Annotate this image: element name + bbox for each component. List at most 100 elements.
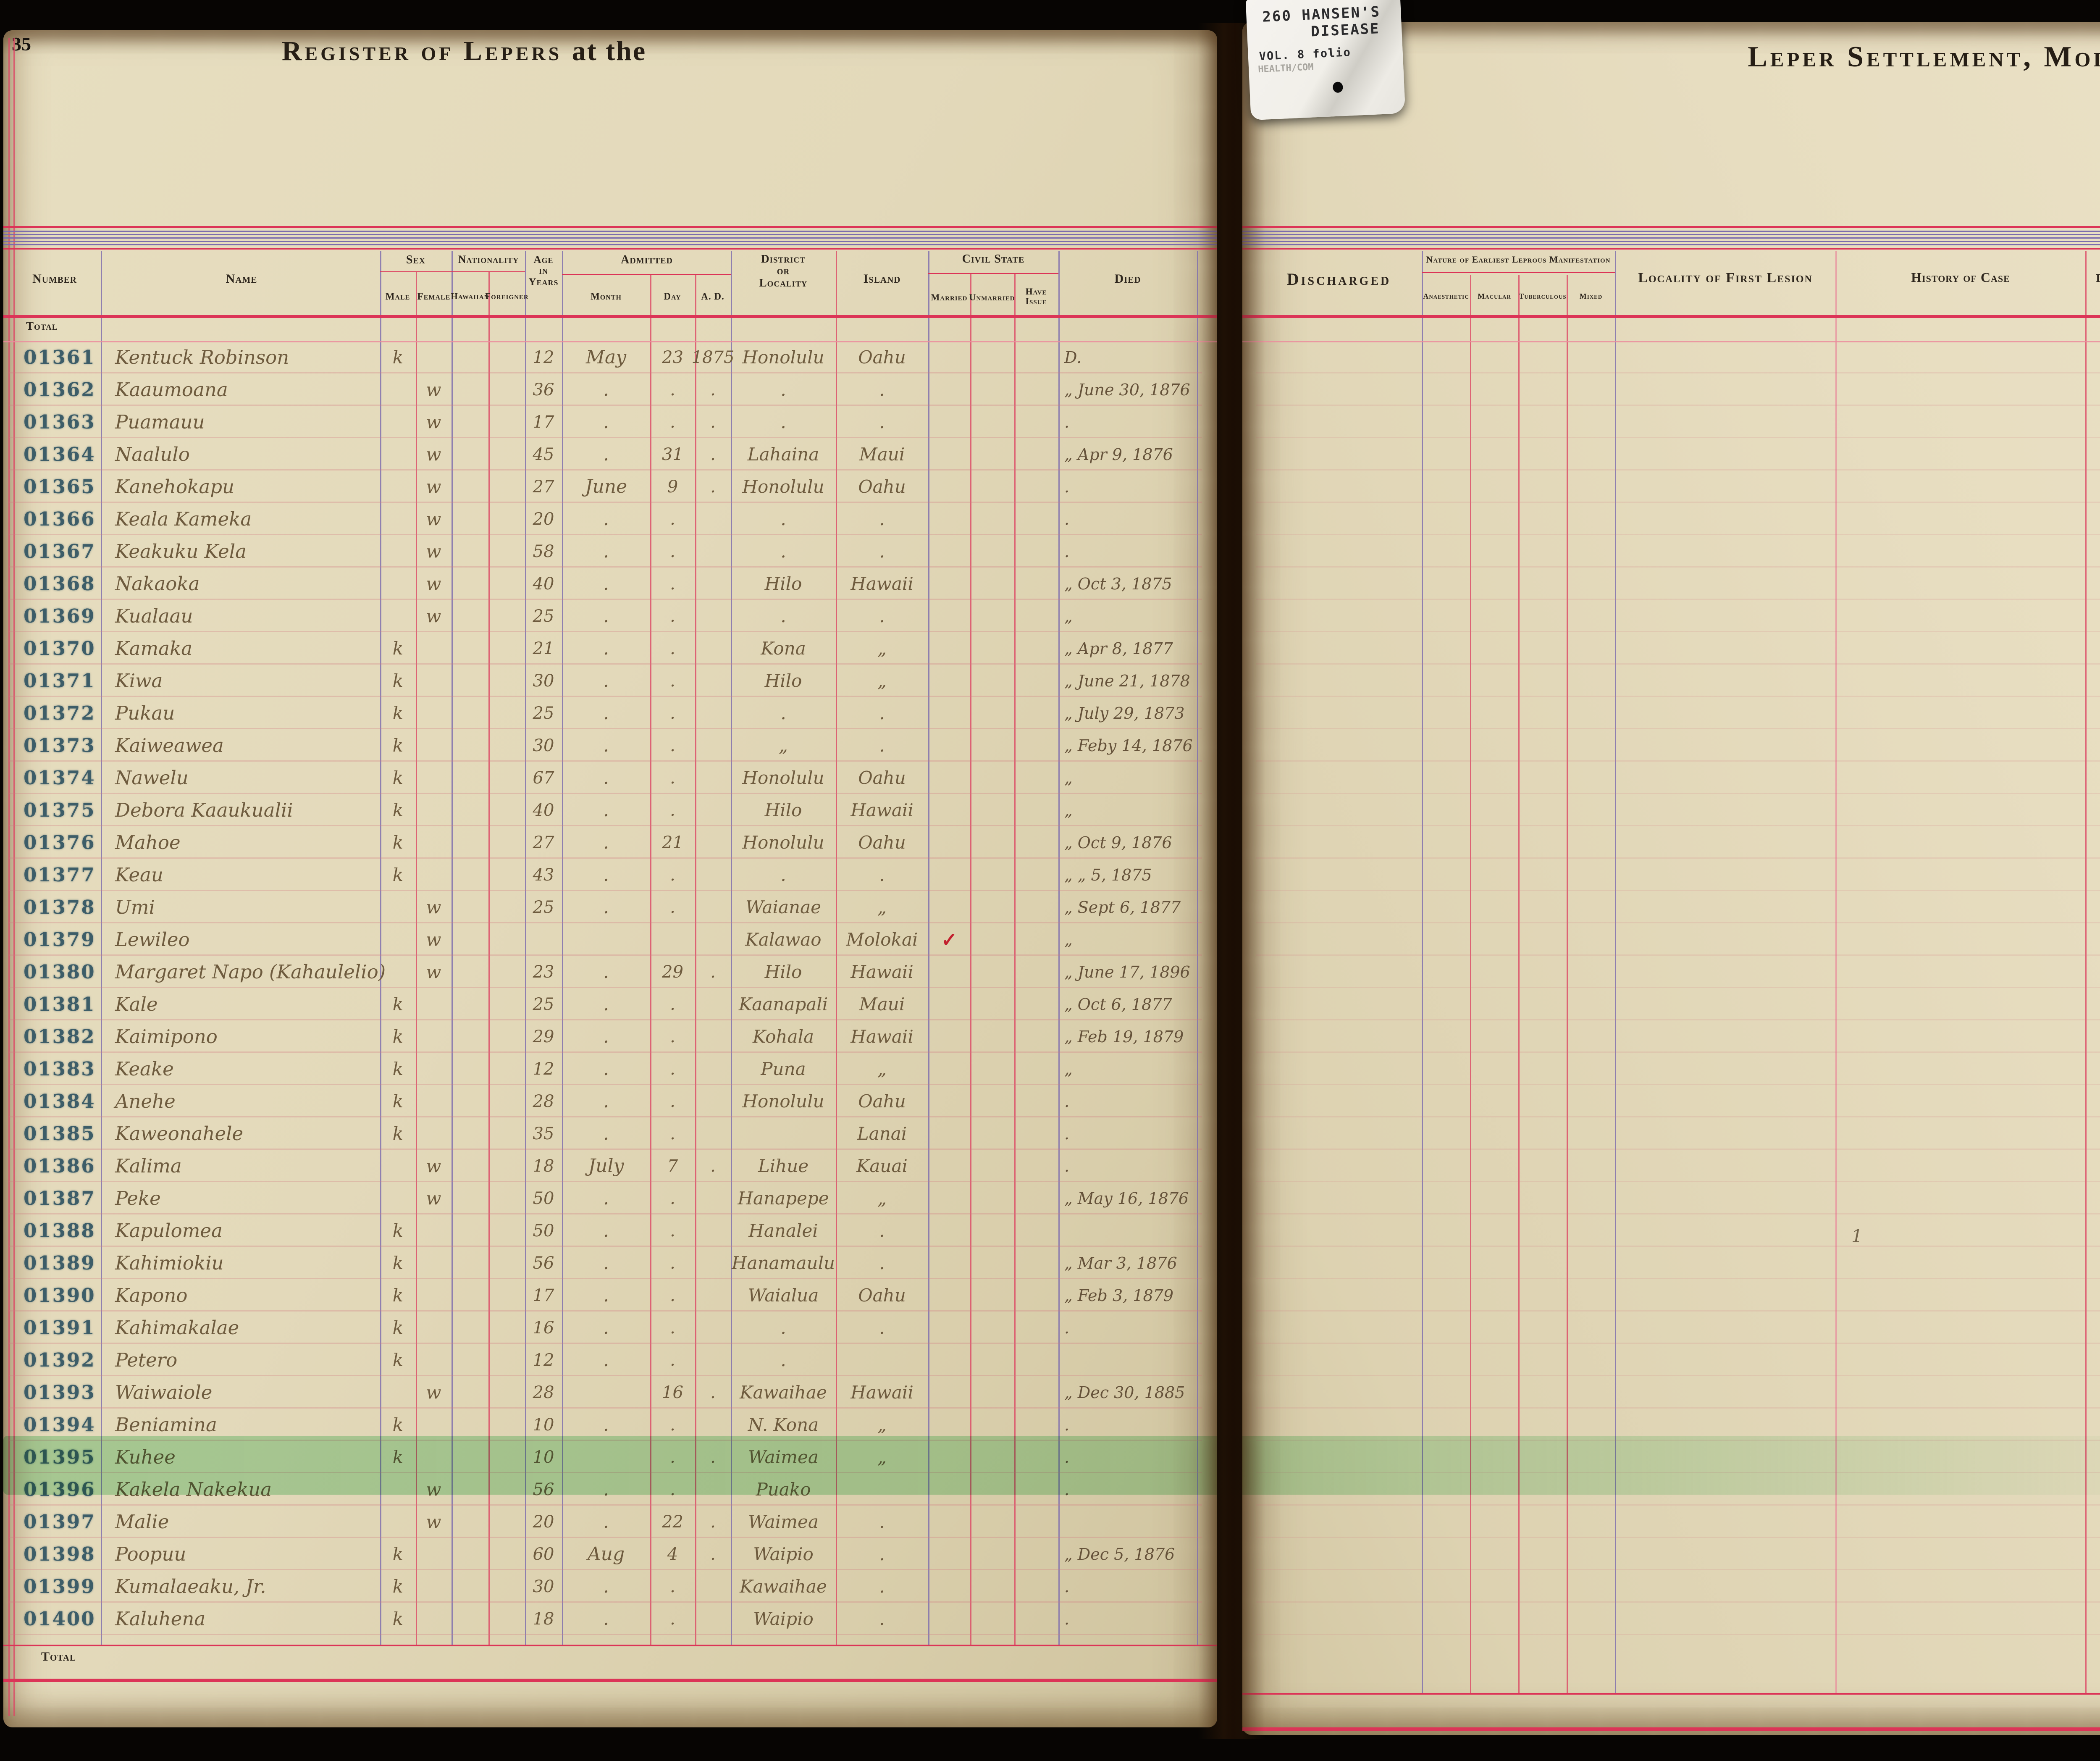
register-cell-12 — [928, 1312, 970, 1344]
register-cell-6: 58 — [525, 535, 562, 568]
register-cell-4 — [452, 470, 488, 503]
register-cell-10: Lihue — [731, 1150, 836, 1182]
register-cell-8: . — [650, 1570, 695, 1603]
register-cell-1: Umi — [101, 891, 380, 923]
column-line — [731, 251, 732, 1645]
register-cell-8: . — [650, 1053, 695, 1085]
register-cell-12 — [928, 826, 970, 859]
register-cell-5 — [488, 1053, 525, 1085]
register-cell-5 — [488, 859, 525, 891]
register-cell-3 — [416, 826, 452, 859]
register-cell-13 — [970, 503, 1014, 535]
register-cell-6: 30 — [525, 729, 562, 762]
register-cell-2 — [380, 956, 416, 988]
register-cell-9: . — [695, 1376, 731, 1409]
col-header-died: Died — [1114, 272, 1141, 286]
register-cell-2 — [380, 373, 416, 406]
register-cell-2: k — [380, 1409, 416, 1441]
col-header-foreigner: Foreigner — [485, 292, 529, 301]
register-cell-10: . — [731, 697, 836, 729]
register-cell-15: „ Feb 3, 1879 — [1058, 1279, 1210, 1312]
register-cell-13 — [970, 1053, 1014, 1085]
register-cell-10: . — [731, 503, 836, 535]
register-cell-2 — [380, 891, 416, 923]
register-cell-4 — [452, 1117, 488, 1150]
register-cell-13 — [970, 794, 1014, 826]
register-cell-1: Kualaau — [101, 600, 380, 632]
register-cell-9: . — [695, 438, 731, 470]
register-cell-0: 01364 — [13, 438, 101, 470]
register-cell-11: Oahu — [836, 762, 928, 794]
col-header-mixed: Mixed — [1580, 292, 1603, 300]
register-cell-1: Debora Kaaukualii — [101, 794, 380, 826]
register-cell-7: . — [562, 956, 650, 988]
register-cell-1: Kaaumoana — [101, 373, 380, 406]
register-cell-0: 01371 — [13, 665, 101, 697]
column-line — [1835, 251, 1837, 1693]
register-cell-14 — [1014, 923, 1058, 956]
rule-line — [3, 241, 1217, 242]
register-cell-11: Lanai — [836, 1117, 928, 1150]
register-cell-2 — [380, 1376, 416, 1409]
register-cell-14 — [1014, 568, 1058, 600]
register-cell-6: 50 — [525, 1214, 562, 1247]
register-cell-2: k — [380, 632, 416, 665]
register-cell-1: Mahoe — [101, 826, 380, 859]
register-cell-5 — [488, 923, 525, 956]
register-cell-1: Keakuku Kela — [101, 535, 380, 568]
register-cell-6: 30 — [525, 1570, 562, 1603]
column-line — [1567, 275, 1568, 1693]
col-header-ad: A. D. — [701, 291, 724, 302]
register-cell-15: . — [1058, 1570, 1210, 1603]
register-cell-4 — [452, 1150, 488, 1182]
register-cell-2: k — [380, 1214, 416, 1247]
register-cell-1: Peke — [101, 1182, 380, 1214]
register-cell-14 — [1014, 503, 1058, 535]
register-cell-3: w — [416, 406, 452, 438]
register-cell-7: . — [562, 794, 650, 826]
register-cell-9 — [695, 632, 731, 665]
register-cell-2: k — [380, 1020, 416, 1053]
register-cell-4 — [452, 1570, 488, 1603]
rule-line — [1242, 248, 2100, 250]
register-cell-9: . — [695, 1150, 731, 1182]
register-cell-13 — [970, 373, 1014, 406]
register-cell-10: Kona — [731, 632, 836, 665]
register-cell-1: Poopuu — [101, 1538, 380, 1570]
register-cell-3 — [416, 1538, 452, 1570]
register-cell-7: . — [562, 729, 650, 762]
register-cell-5 — [488, 470, 525, 503]
col-header-admitted: Admitted — [621, 254, 673, 266]
register-cell-9 — [695, 859, 731, 891]
register-cell-1: Anehe — [101, 1085, 380, 1117]
register-cell-1: Keala Kameka — [101, 503, 380, 535]
register-cell-11: Kauai — [836, 1150, 928, 1182]
register-cell-2: k — [380, 665, 416, 697]
register-cell-12 — [928, 1117, 970, 1150]
register-cell-13 — [970, 859, 1014, 891]
register-cell-1: Kamaka — [101, 632, 380, 665]
rule-line — [3, 244, 1217, 245]
register-cell-10: Waianae — [731, 891, 836, 923]
register-cell-8: . — [650, 1085, 695, 1117]
register-cell-4 — [452, 1312, 488, 1344]
register-cell-10: Hilo — [731, 568, 836, 600]
register-cell-10: Hanamaulu — [731, 1247, 836, 1279]
register-cell-0: 01392 — [13, 1344, 101, 1376]
register-cell-10: Hanalei — [731, 1214, 836, 1247]
register-cell-5 — [488, 1279, 525, 1312]
col-header-sex: Sex — [406, 254, 425, 266]
register-cell-14 — [1014, 406, 1058, 438]
register-cell-14 — [1014, 988, 1058, 1020]
register-cell-10: Hilo — [731, 794, 836, 826]
register-cell-0: 01368 — [13, 568, 101, 600]
register-cell-2 — [380, 600, 416, 632]
register-cell-11: Hawaii — [836, 956, 928, 988]
rule-line — [380, 271, 525, 272]
register-cell-10: . — [731, 859, 836, 891]
tag-line-3: VOL. 8 folio — [1259, 46, 1351, 63]
register-cell-4 — [452, 1053, 488, 1085]
register-cell-3 — [416, 988, 452, 1020]
register-cell-6: 17 — [525, 1279, 562, 1312]
register-cell-9: . — [695, 1538, 731, 1570]
